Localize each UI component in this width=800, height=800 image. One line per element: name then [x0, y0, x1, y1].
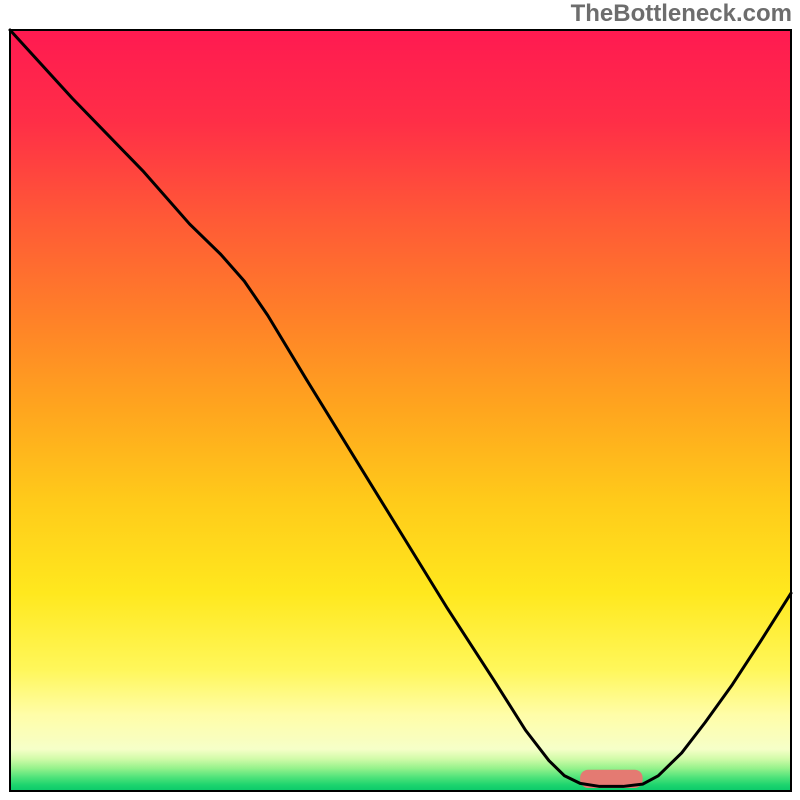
bottleneck-chart-stage: TheBottleneck.com [0, 0, 800, 800]
chart-svg [0, 0, 800, 800]
plot-background [10, 30, 791, 791]
